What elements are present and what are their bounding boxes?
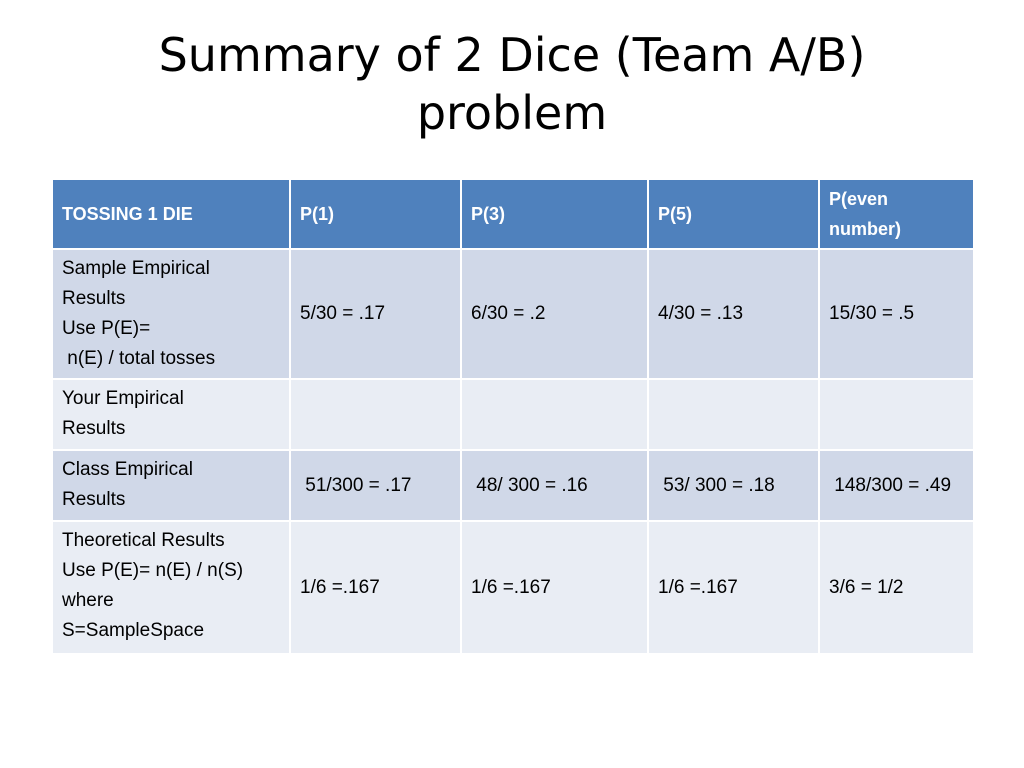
- slide-title-line-2: problem: [416, 86, 608, 140]
- table-cell-empty: [818, 378, 975, 451]
- header-p1: P(1): [289, 178, 462, 250]
- table-row-class-empirical: Class Empirical Results 51/300 = .17 48/…: [51, 449, 975, 522]
- table-cell: 51/300 = .17: [289, 449, 462, 522]
- row-label-your-empirical: Your Empirical Results: [51, 378, 291, 451]
- table-cell: 6/30 = .2: [460, 248, 649, 380]
- table-header-row: TOSSING 1 DIE P(1) P(3) P(5) P(even numb…: [51, 178, 975, 250]
- table-row-theoretical: Theoretical Results Use P(E)= n(E) / n(S…: [51, 520, 975, 655]
- header-p5: P(5): [647, 178, 820, 250]
- row-label-line: Theoretical Results: [62, 530, 225, 551]
- row-label-line: Use P(E)=: [62, 318, 151, 339]
- row-label-line: S=SampleSpace: [62, 620, 205, 641]
- row-label-class-empirical: Class Empirical Results: [51, 449, 291, 522]
- table-cell-empty: [460, 378, 649, 451]
- table-cell: 5/30 = .17: [289, 248, 462, 380]
- table-cell: 15/30 = .5: [818, 248, 975, 380]
- slide-title-line-1: Summary of 2 Dice (Team A/B): [158, 28, 866, 82]
- slide-title: Summary of 2 Dice (Team A/B) problem: [60, 26, 964, 142]
- table-cell: 53/ 300 = .18: [647, 449, 820, 522]
- summary-table: TOSSING 1 DIE P(1) P(3) P(5) P(even numb…: [51, 178, 975, 655]
- table-row-sample-empirical: Sample Empirical Results Use P(E)= n(E) …: [51, 248, 975, 380]
- table-cell: 3/6 = 1/2: [818, 520, 975, 655]
- table-row-your-empirical: Your Empirical Results: [51, 378, 975, 451]
- row-label-sample-empirical: Sample Empirical Results Use P(E)= n(E) …: [51, 248, 291, 380]
- row-label-theoretical: Theoretical Results Use P(E)= n(E) / n(S…: [51, 520, 291, 655]
- row-label-line: where: [62, 590, 114, 611]
- table-cell: 1/6 =.167: [289, 520, 462, 655]
- table-cell: 1/6 =.167: [460, 520, 649, 655]
- row-label-line: Results: [62, 489, 126, 510]
- table-cell: 4/30 = .13: [647, 248, 820, 380]
- header-p-even: P(even number): [818, 178, 975, 250]
- table-cell-empty: [289, 378, 462, 451]
- table-cell: 148/300 = .49: [818, 449, 975, 522]
- row-label-line: Class Empirical: [62, 459, 193, 480]
- row-label-line: Sample Empirical: [62, 258, 210, 279]
- row-label-line: Results: [62, 418, 126, 439]
- summary-table-container: TOSSING 1 DIE P(1) P(3) P(5) P(even numb…: [51, 178, 975, 655]
- header-tossing-1-die: TOSSING 1 DIE: [51, 178, 291, 250]
- row-label-line: Results: [62, 288, 126, 309]
- table-cell: 1/6 =.167: [647, 520, 820, 655]
- row-label-line: Use P(E)= n(E) / n(S): [62, 560, 244, 581]
- row-label-line: n(E) / total tosses: [62, 348, 216, 369]
- row-label-line: Your Empirical: [62, 388, 184, 409]
- table-cell-empty: [647, 378, 820, 451]
- header-p3: P(3): [460, 178, 649, 250]
- table-cell: 48/ 300 = .16: [460, 449, 649, 522]
